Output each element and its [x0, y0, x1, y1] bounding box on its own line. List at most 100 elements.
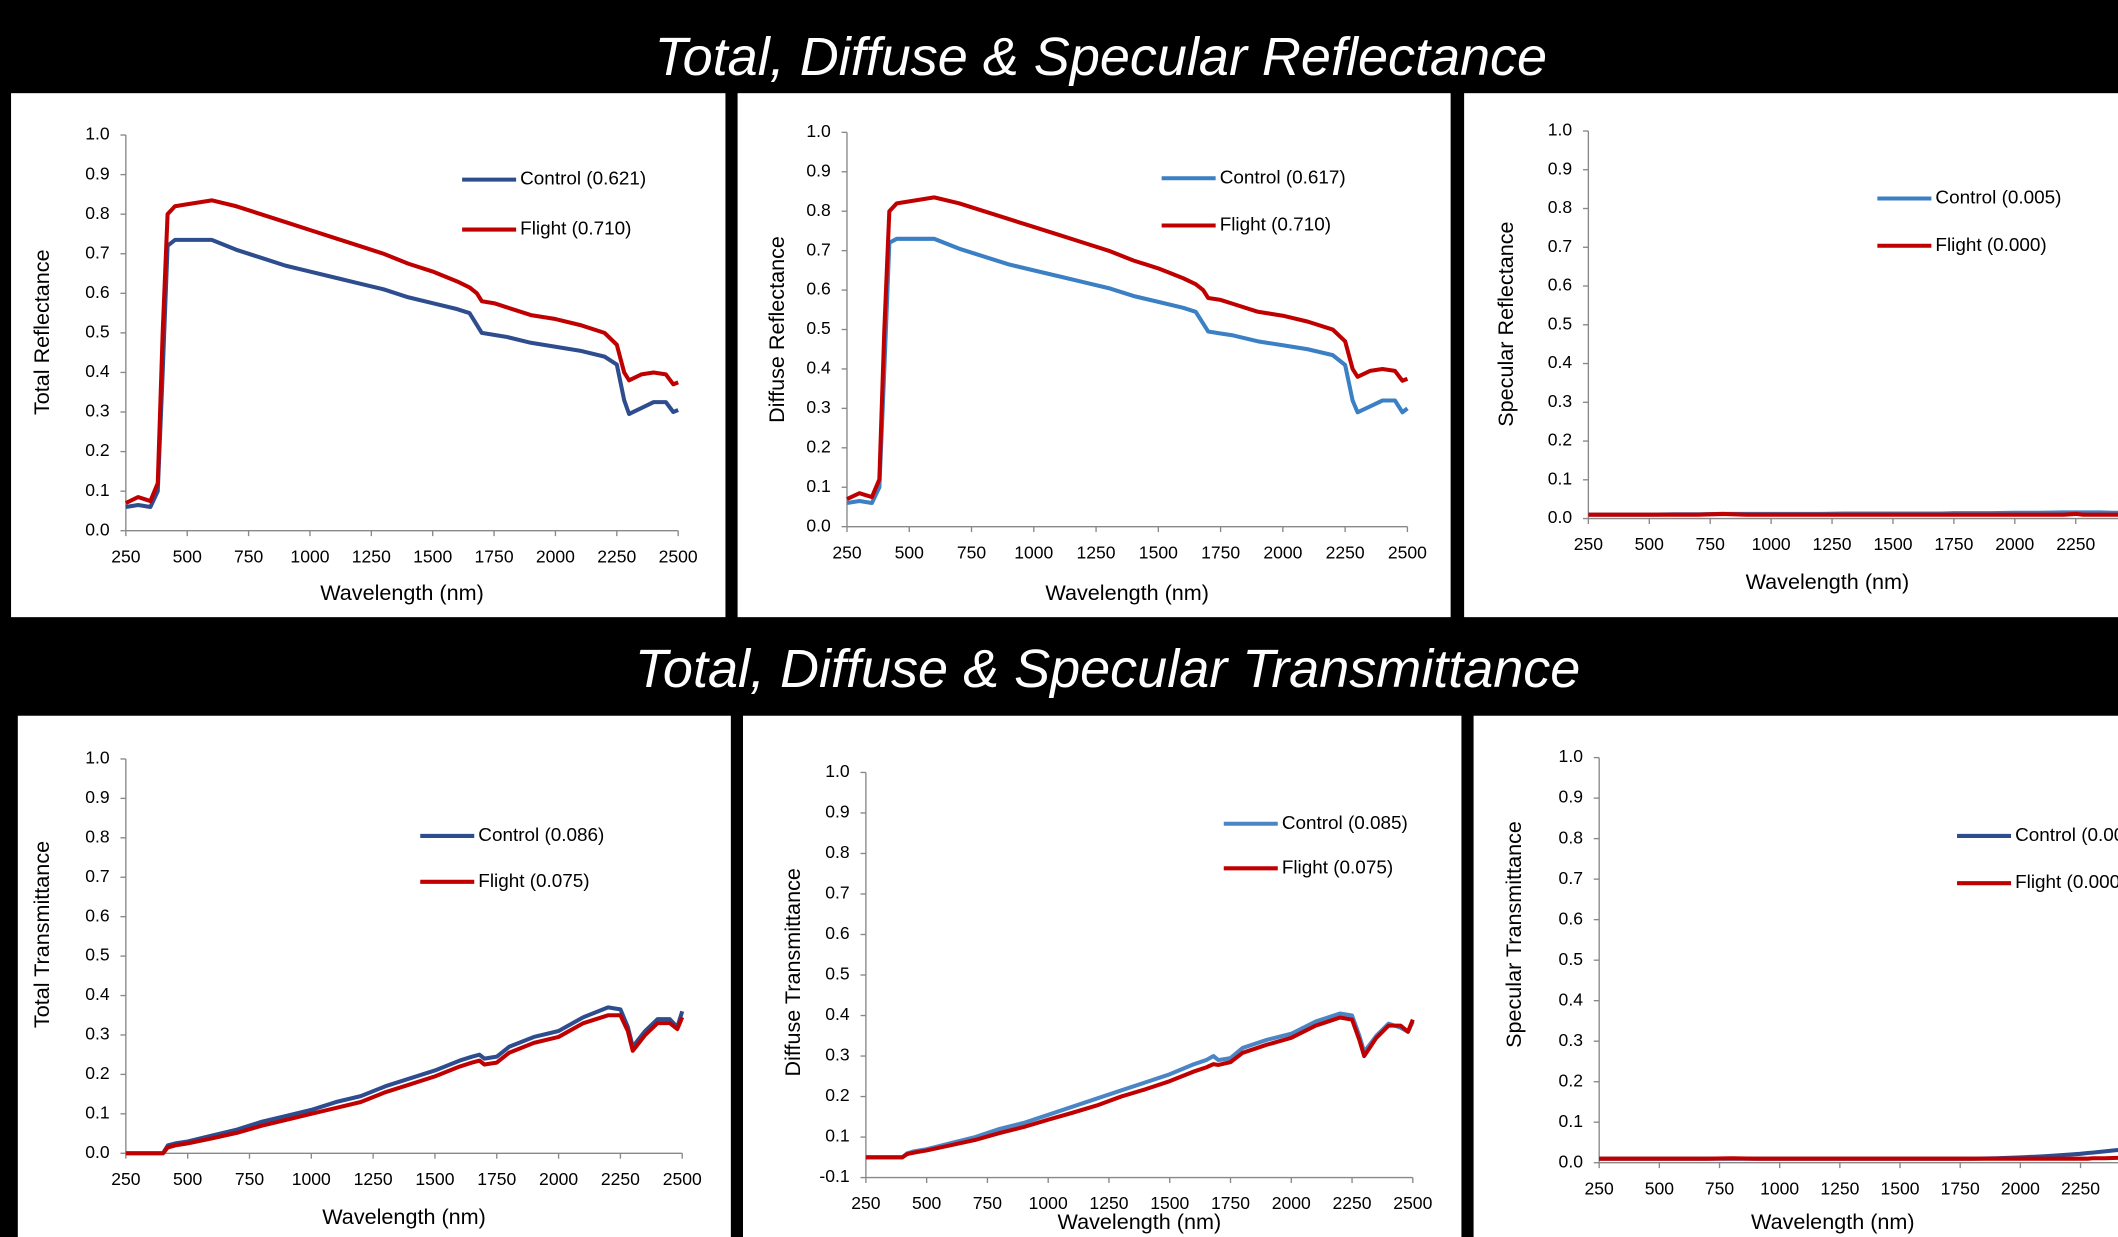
x-tick-label: 1000 — [1760, 1178, 1799, 1198]
x-tick-label: 1500 — [1139, 542, 1178, 562]
x-tick-label: 500 — [895, 542, 925, 562]
y-tick-label: 0.4 — [85, 984, 110, 1004]
panel-background — [1473, 715, 2118, 1237]
y-tick-label: 0.8 — [806, 200, 830, 220]
y-tick-label: 0.7 — [85, 866, 109, 886]
x-tick-label: 1000 — [1752, 534, 1791, 554]
x-tick-label: 2500 — [663, 1169, 702, 1189]
x-tick-label: 1500 — [413, 546, 452, 566]
y-tick-label: 0.2 — [825, 1085, 849, 1105]
legend-label: Control (0.003) — [2015, 825, 2118, 846]
legend-label: Control (0.617) — [1220, 167, 1346, 188]
y-tick-label: 0.6 — [806, 279, 830, 299]
chart-panel: 0.0 0.1 0.2 0.3 0.4 0.5 0.6 0.7 0.8 0.9 1.0 250 500 7… — [17, 715, 731, 1237]
y-tick-label: 0.4 — [806, 358, 831, 378]
x-tick-label: 2500 — [1393, 1193, 1432, 1213]
y-axis-title: Specular Reflectance — [1493, 221, 1518, 426]
y-tick-label: 0.8 — [85, 826, 109, 846]
x-tick-label: 1750 — [1941, 1178, 1980, 1198]
y-tick-label: 0.9 — [1548, 158, 1572, 178]
x-tick-label: 750 — [235, 1169, 265, 1189]
x-tick-label: 2500 — [659, 546, 698, 566]
x-tick-label: 1000 — [292, 1169, 331, 1189]
x-tick-label: 1750 — [1201, 542, 1240, 562]
y-tick-label: 0.5 — [85, 322, 110, 342]
y-axis-title: Specular Transmittance — [1501, 821, 1526, 1048]
y-tick-label: 0.9 — [806, 160, 830, 180]
y-tick-label: 0.0 — [1548, 507, 1573, 527]
y-tick-label: 0.4 — [1559, 989, 1584, 1009]
legend-label: Flight (0.000) — [2015, 872, 2118, 893]
panel-background — [742, 715, 1462, 1237]
y-tick-label: 0.3 — [85, 401, 109, 421]
x-tick-label: 250 — [851, 1193, 881, 1213]
y-tick-label: 0.1 — [1548, 468, 1572, 488]
x-axis-title: Wavelength (nm) — [1746, 569, 1910, 594]
x-tick-label: 250 — [111, 1169, 141, 1189]
panel-background — [1464, 93, 2118, 618]
y-tick-label: 0.2 — [1559, 1070, 1583, 1090]
data-line — [124, 198, 679, 505]
y-tick-label: 0.2 — [85, 1063, 109, 1083]
y-tick-label: 1.0 — [1548, 120, 1573, 140]
legend-label: Control (0.005) — [1935, 188, 2061, 209]
y-tick-label: 0.9 — [85, 787, 109, 807]
x-tick-label: 2000 — [539, 1169, 578, 1189]
y-tick-label: 0.6 — [85, 282, 109, 302]
y-tick-label: 0.9 — [1559, 787, 1583, 807]
y-tick-label: 0.9 — [825, 802, 849, 822]
legend-label: Flight (0.075) — [478, 871, 589, 892]
y-tick-label: 0.4 — [1548, 352, 1573, 372]
x-axis-title: Wavelength (nm) — [1045, 580, 1209, 605]
legend-label: Control (0.085) — [1282, 813, 1408, 834]
x-tick-label: 250 — [111, 546, 141, 566]
x-tick-label: 1500 — [1873, 534, 1912, 554]
y-tick-label: 0.5 — [85, 945, 110, 965]
chart-panel: 0.0 0.1 0.2 0.3 0.4 0.5 0.6 0.7 0.8 0.9 1.0 250 500 7… — [1464, 93, 2118, 618]
legend-label: Flight (0.710) — [1220, 215, 1331, 236]
y-tick-label: 0.0 — [1559, 1151, 1584, 1171]
y-tick-label: 0.0 — [85, 1142, 110, 1162]
x-tick-label: 1750 — [1934, 534, 1973, 554]
y-tick-label: 0.1 — [806, 476, 830, 496]
data-line — [846, 195, 1409, 501]
y-tick-label: 0.5 — [806, 318, 831, 338]
data-line — [846, 236, 1409, 506]
legend-label: Flight (0.710) — [520, 219, 631, 240]
x-tick-label: 750 — [1696, 534, 1726, 554]
x-tick-label: 1000 — [1014, 542, 1053, 562]
x-tick-label: 2250 — [1333, 1193, 1372, 1213]
section-title: Total, Diffuse & Specular Transmittance — [635, 639, 1580, 699]
x-tick-label: 1750 — [1211, 1193, 1250, 1213]
y-tick-label: 0.8 — [1548, 197, 1572, 217]
x-tick-label: 2250 — [1326, 542, 1365, 562]
y-tick-label: 0.9 — [85, 163, 109, 183]
y-tick-label: 1.0 — [1559, 746, 1584, 766]
y-tick-label: 0.7 — [85, 242, 109, 262]
y-axis-title: Diffuse Reflectance — [764, 236, 789, 423]
y-tick-label: 0.2 — [806, 436, 830, 456]
y-tick-label: 0.5 — [1559, 949, 1584, 969]
x-tick-label: 1250 — [1077, 542, 1116, 562]
y-tick-label: 0.4 — [825, 1004, 850, 1024]
y-tick-label: 0.1 — [1559, 1111, 1583, 1131]
y-tick-label: 0.5 — [825, 964, 850, 984]
y-tick-label: 0.0 — [85, 519, 110, 539]
y-tick-label: 1.0 — [85, 748, 110, 768]
y-tick-label: 0.7 — [825, 883, 849, 903]
x-tick-label: 1000 — [290, 546, 329, 566]
y-tick-label: 0.6 — [825, 923, 849, 943]
y-tick-label: 0.7 — [806, 239, 830, 259]
x-tick-label: 1250 — [1813, 534, 1852, 554]
chart-panel: 0.0 0.1 0.2 0.3 0.4 0.5 0.6 0.7 0.8 0.9 1.0 250 500 7… — [1473, 715, 2118, 1237]
chart-panel: 0.0 0.1 0.2 0.3 0.4 0.5 0.6 0.7 0.8 0.9 1.0 250 500 7… — [737, 93, 1451, 618]
x-tick-label: 1500 — [1880, 1178, 1919, 1198]
y-tick-label: 0.3 — [1548, 391, 1572, 411]
x-tick-label: 500 — [912, 1193, 942, 1213]
y-tick-label: 0.4 — [85, 361, 110, 381]
x-tick-label: 500 — [1645, 1178, 1675, 1198]
y-axis-title: Total Transmittance — [29, 841, 54, 1028]
y-tick-label: 0.0 — [806, 515, 831, 535]
y-axis-title: Diffuse Transmittance — [780, 868, 805, 1076]
